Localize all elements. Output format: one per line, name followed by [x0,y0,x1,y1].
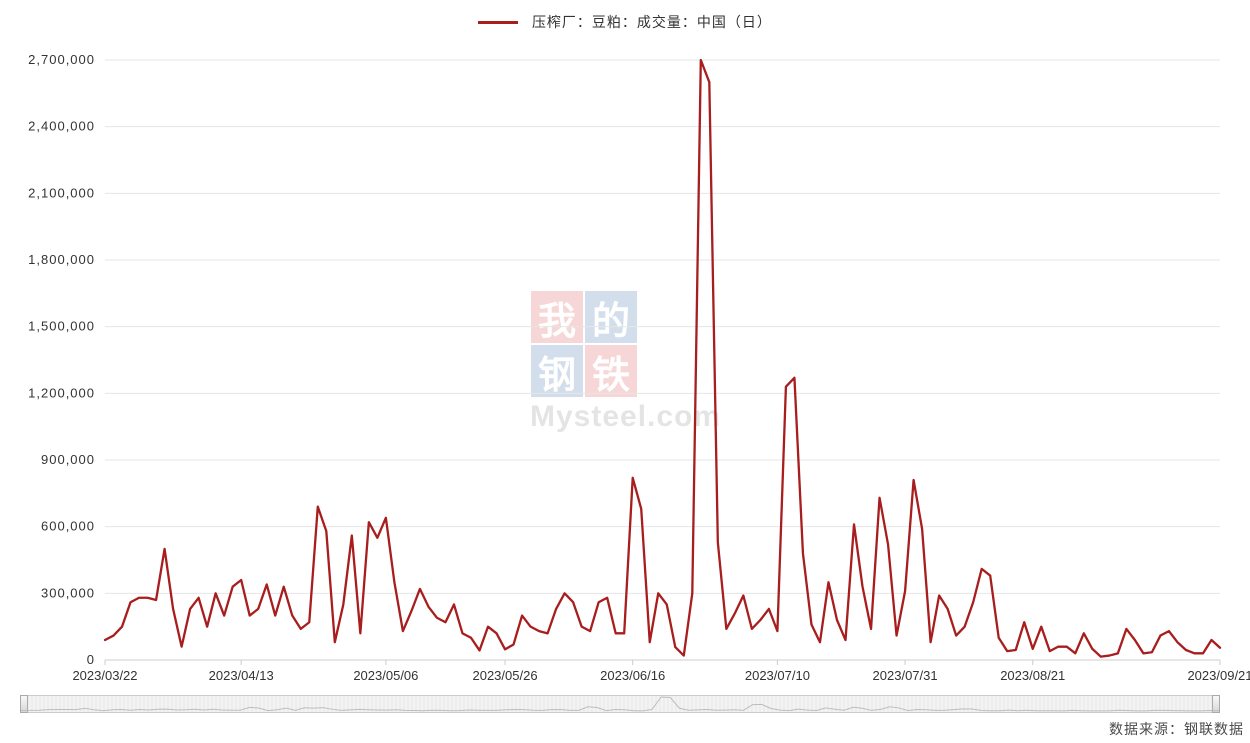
svg-text:2,700,000: 2,700,000 [28,52,95,67]
svg-text:2023/07/10: 2023/07/10 [745,668,810,683]
svg-text:1,800,000: 1,800,000 [28,252,95,267]
svg-text:1,500,000: 1,500,000 [28,319,95,334]
svg-text:2,100,000: 2,100,000 [28,185,95,200]
svg-text:0: 0 [87,652,95,667]
range-scrollbar[interactable] [20,695,1220,713]
svg-text:2023/08/21: 2023/08/21 [1000,668,1065,683]
svg-text:2,400,000: 2,400,000 [28,119,95,134]
svg-text:2023/04/13: 2023/04/13 [209,668,274,683]
svg-text:2023/03/22: 2023/03/22 [72,668,137,683]
chart-container: 压榨厂：豆粕：成交量：中国（日） 我 的 钢 铁 Mysteel.com 030… [0,0,1250,743]
svg-text:2023/07/31: 2023/07/31 [873,668,938,683]
svg-text:300,000: 300,000 [41,585,95,600]
svg-text:2023/05/26: 2023/05/26 [472,668,537,683]
chart-svg: 0 300,000 600,000 900,000 1,200,000 1,500,000… [0,0,1250,743]
data-source: 数据来源：钢联数据 [1109,719,1244,739]
svg-text:2023/06/16: 2023/06/16 [600,668,665,683]
svg-text:900,000: 900,000 [41,452,95,467]
svg-text:2023/05/06: 2023/05/06 [353,668,418,683]
range-minimap [21,696,1219,712]
svg-text:600,000: 600,000 [41,519,95,534]
svg-text:1,200,000: 1,200,000 [28,385,95,400]
svg-text:2023/09/21: 2023/09/21 [1187,668,1250,683]
